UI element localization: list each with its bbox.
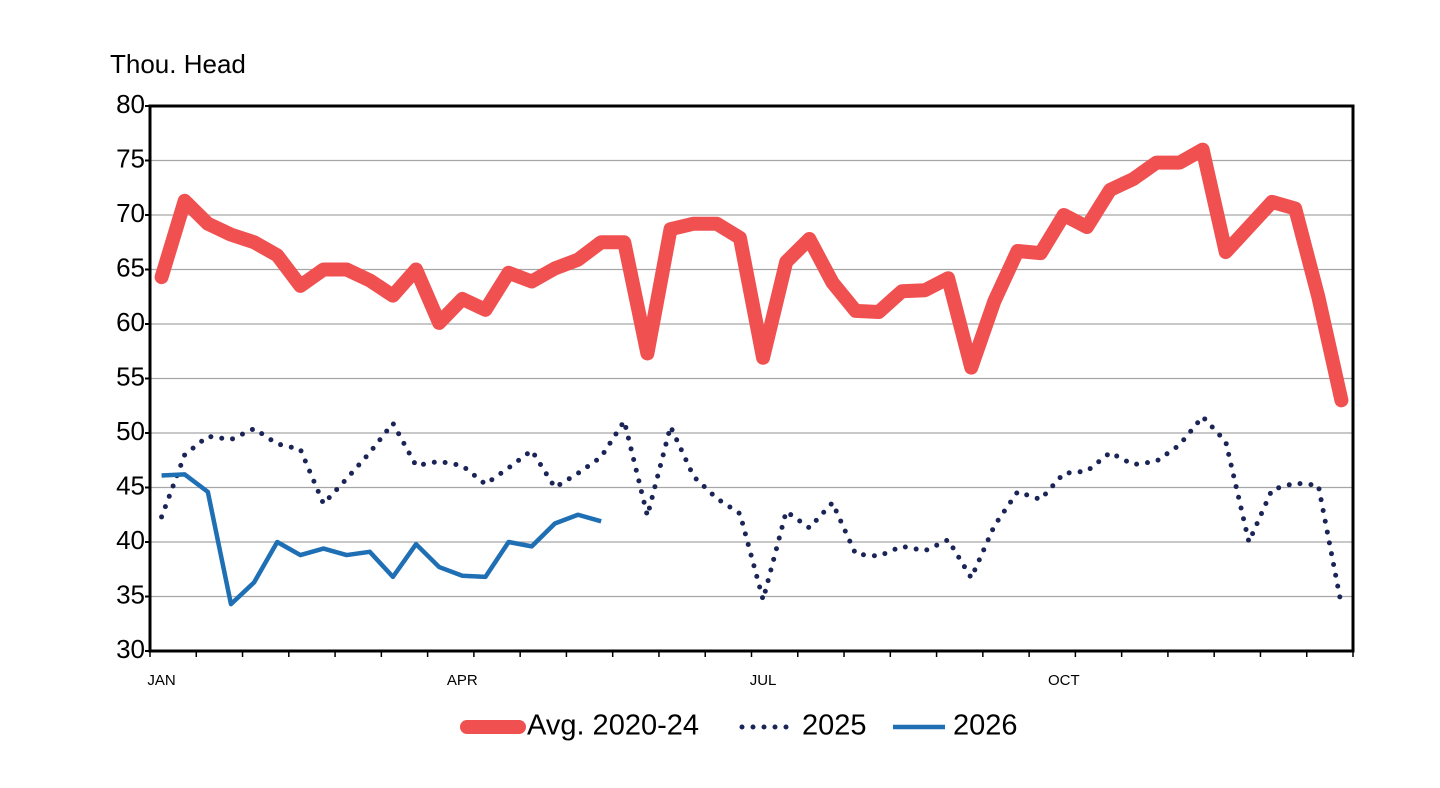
- y-tick-label: 55: [116, 361, 145, 391]
- y-tick-label: 45: [116, 470, 145, 500]
- y-tick-label: 40: [116, 525, 145, 555]
- plot-frame: [148, 104, 1355, 653]
- y-axis-title: Thou. Head: [110, 49, 246, 79]
- series-line: [161, 472, 602, 607]
- x-tick-label: JAN: [147, 672, 175, 689]
- series-line: [159, 412, 1344, 610]
- legend-label: Avg. 2020-24: [527, 710, 699, 742]
- x-tick-label: APR: [447, 672, 478, 689]
- x-tick-label: OCT: [1048, 672, 1080, 689]
- y-tick-label: 30: [116, 634, 145, 664]
- y-tick-label: 35: [116, 579, 145, 609]
- x-tick-label: JUL: [750, 672, 777, 689]
- legend-label: 2025: [802, 710, 867, 742]
- y-tick-label: 80: [116, 89, 145, 119]
- y-tick-label: 50: [116, 416, 145, 446]
- series-line: [154, 142, 1349, 408]
- legend-label: 2026: [953, 710, 1018, 742]
- y-tick-label: 60: [116, 307, 145, 337]
- y-tick-label: 70: [116, 198, 145, 228]
- y-tick-label: 65: [116, 252, 145, 282]
- y-tick-label: 75: [116, 143, 145, 173]
